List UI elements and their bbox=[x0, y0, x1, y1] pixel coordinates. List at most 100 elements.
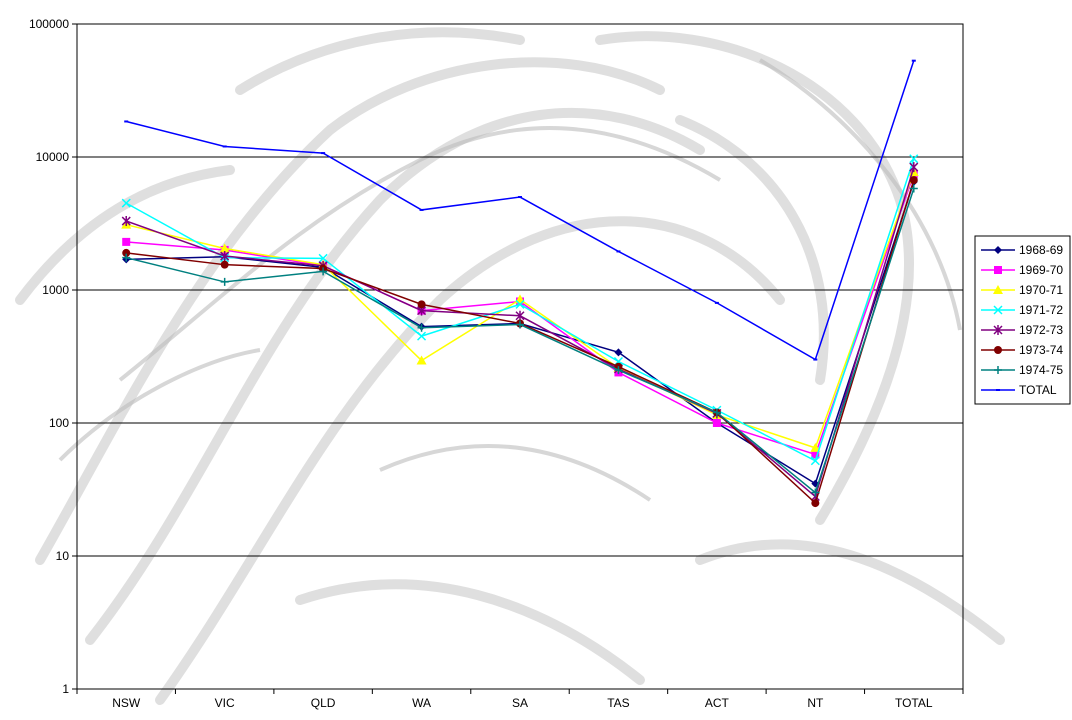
series-line bbox=[125, 158, 915, 462]
series-1968-69 bbox=[122, 177, 918, 488]
data-point bbox=[419, 208, 424, 211]
data-point bbox=[417, 323, 426, 332]
data-point bbox=[810, 456, 820, 466]
y-tick-label: 100 bbox=[49, 416, 69, 430]
legend-item: 1973-74 bbox=[981, 343, 1063, 357]
legend-label: 1974-75 bbox=[1019, 363, 1063, 377]
legend-marker bbox=[993, 325, 1003, 335]
data-point bbox=[909, 162, 919, 173]
x-tick-label: SA bbox=[512, 696, 528, 710]
legend-marker bbox=[993, 285, 1003, 294]
data-point bbox=[911, 59, 916, 62]
data-point bbox=[222, 145, 227, 148]
legend-marker bbox=[994, 266, 1002, 274]
legend-item: 1968-69 bbox=[981, 243, 1063, 257]
data-point bbox=[909, 184, 918, 193]
series-1972-73 bbox=[121, 162, 919, 502]
data-point bbox=[416, 355, 427, 365]
legend-item: 1972-73 bbox=[981, 323, 1063, 337]
data-point bbox=[220, 260, 229, 269]
data-point bbox=[811, 450, 820, 459]
y-axis-ticks: 1 10 100 1000 10000 100000 bbox=[29, 17, 77, 696]
x-tick-label: NSW bbox=[112, 696, 141, 710]
series-line bbox=[126, 188, 915, 494]
series-1971-72 bbox=[121, 154, 919, 466]
x-tick-label: TAS bbox=[607, 696, 629, 710]
series-group bbox=[121, 59, 919, 508]
data-point bbox=[515, 310, 525, 321]
data-point bbox=[321, 152, 326, 155]
legend-label: 1971-72 bbox=[1019, 303, 1063, 317]
data-point bbox=[124, 120, 129, 123]
x-tick-label: ACT bbox=[705, 696, 730, 710]
data-point bbox=[909, 176, 918, 185]
data-point bbox=[811, 499, 820, 508]
x-tick-label: NT bbox=[807, 696, 824, 710]
data-point bbox=[318, 253, 328, 263]
data-point bbox=[122, 253, 131, 262]
data-point bbox=[810, 442, 821, 452]
y-tick-label: 100000 bbox=[29, 17, 69, 31]
legend-item: TOTAL bbox=[981, 383, 1057, 397]
x-tick-label: WA bbox=[412, 696, 431, 710]
x-tick-label: VIC bbox=[215, 696, 235, 710]
legend-item: 1971-72 bbox=[981, 303, 1063, 317]
data-point bbox=[122, 248, 131, 257]
legend: 1968-69 1969-70 1970-71 1971-72 1972-73 1973-… bbox=[974, 235, 1071, 405]
series-total bbox=[124, 59, 916, 361]
series-line bbox=[126, 179, 915, 505]
gridlines bbox=[77, 156, 963, 557]
series-1970-71 bbox=[121, 167, 919, 452]
plot-area bbox=[76, 23, 964, 690]
legend-label: 1968-69 bbox=[1019, 243, 1063, 257]
data-point bbox=[712, 408, 721, 417]
series-line bbox=[126, 171, 915, 449]
data-point bbox=[714, 301, 719, 304]
legend-marker bbox=[996, 389, 1000, 391]
legend-marker bbox=[994, 246, 1002, 254]
x-tick-label: QLD bbox=[311, 696, 336, 710]
data-point bbox=[712, 419, 721, 427]
data-point bbox=[811, 488, 820, 497]
legend-label: TOTAL bbox=[1019, 383, 1057, 397]
series-1973-74 bbox=[122, 176, 918, 508]
data-point bbox=[121, 198, 131, 208]
data-point bbox=[121, 216, 131, 227]
data-point bbox=[518, 196, 522, 199]
data-point bbox=[417, 331, 427, 341]
data-point bbox=[122, 237, 131, 246]
x-tick-label: TOTAL bbox=[895, 696, 933, 710]
series-line bbox=[126, 181, 915, 485]
legend-box bbox=[974, 235, 1071, 405]
legend-label: 1970-71 bbox=[1019, 283, 1063, 297]
legend-label: 1973-74 bbox=[1019, 343, 1063, 357]
data-point bbox=[614, 366, 623, 375]
legend-marker bbox=[994, 346, 1002, 354]
legend-item: 1974-75 bbox=[981, 363, 1063, 377]
data-point bbox=[319, 267, 328, 276]
y-tick-label: 10 bbox=[56, 549, 70, 563]
legend-label: 1972-73 bbox=[1019, 323, 1063, 337]
legend-label: 1969-70 bbox=[1019, 263, 1063, 277]
data-point bbox=[516, 320, 524, 329]
data-point bbox=[515, 299, 525, 309]
data-point bbox=[614, 348, 623, 357]
legend-marker bbox=[993, 305, 1003, 315]
legend-item: 1969-70 bbox=[981, 263, 1063, 277]
y-tick-label: 1000 bbox=[42, 283, 69, 297]
legend-item: 1970-71 bbox=[981, 283, 1063, 297]
y-tick-label: 10000 bbox=[36, 150, 70, 164]
x-axis-ticks: NSW VIC QLD WA SA TAS ACT NT TOTAL bbox=[76, 689, 964, 710]
legend-marker bbox=[994, 366, 1002, 374]
series-1974-75 bbox=[122, 184, 918, 497]
data-point bbox=[909, 154, 919, 164]
y-tick-label: 1 bbox=[62, 682, 69, 696]
data-point bbox=[417, 300, 426, 309]
data-point bbox=[220, 277, 229, 286]
series-line bbox=[125, 166, 915, 498]
data-point bbox=[813, 358, 818, 361]
data-point bbox=[219, 243, 230, 253]
data-point bbox=[616, 250, 621, 253]
